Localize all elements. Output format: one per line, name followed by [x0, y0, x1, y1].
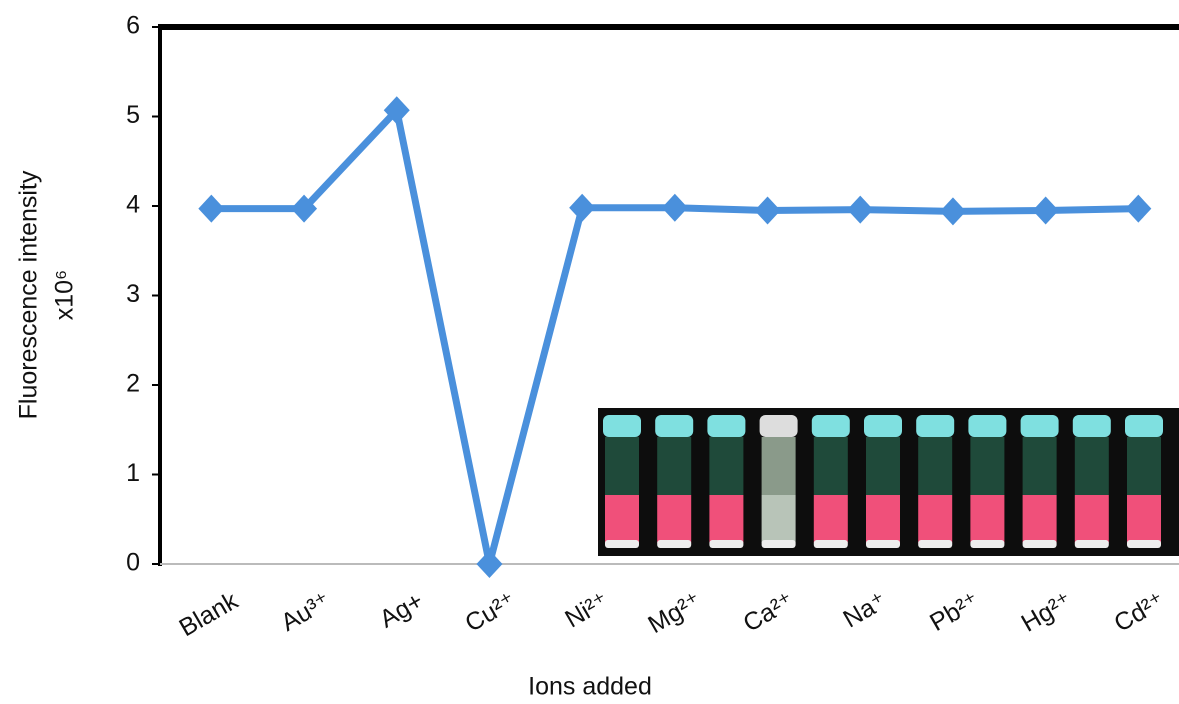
- x-tick-label: Na⁺: [838, 587, 891, 634]
- y-tick-label: 3: [126, 280, 140, 308]
- y-tick-label: 2: [126, 370, 140, 398]
- vial-top: [970, 437, 1004, 495]
- vial-top: [762, 437, 796, 495]
- vial-bottom: [657, 495, 691, 543]
- vial-bottom: [709, 495, 743, 543]
- vial-bottom: [866, 495, 900, 543]
- vial-bottom: [1127, 495, 1161, 543]
- vial-cap: [760, 415, 798, 437]
- x-tick-label: Au³⁺: [276, 587, 335, 637]
- vial-top: [709, 437, 743, 495]
- vial-base: [970, 540, 1004, 548]
- x-tick-label: Cd²⁺: [1109, 587, 1169, 638]
- data-point: [1033, 196, 1059, 224]
- vial-bottom: [1023, 495, 1057, 543]
- x-tick-label: Ca²⁺: [739, 587, 799, 638]
- x-tick-label: Cu²⁺: [460, 587, 520, 638]
- vial-base: [1023, 540, 1057, 548]
- vial-cap: [968, 415, 1006, 437]
- vial-cap: [1125, 415, 1163, 437]
- vial-bottom: [814, 495, 848, 543]
- x-tick-label: Hg²⁺: [1017, 587, 1077, 638]
- vial-bottom: [605, 495, 639, 543]
- data-point: [662, 194, 688, 222]
- vial-base: [1127, 540, 1161, 548]
- vial-top: [605, 437, 639, 495]
- vial-cap: [916, 415, 954, 437]
- data-point: [476, 550, 502, 578]
- data-point: [847, 196, 873, 224]
- x-axis-label: Ions added: [528, 673, 652, 701]
- vial-base: [762, 540, 796, 548]
- vial-cap: [812, 415, 850, 437]
- vial-bottom: [970, 495, 1004, 543]
- vial-base: [605, 540, 639, 548]
- vial-base: [657, 540, 691, 548]
- data-point: [1125, 195, 1151, 223]
- vial-top: [918, 437, 952, 495]
- vial-cap: [1073, 415, 1111, 437]
- vial-cap: [864, 415, 902, 437]
- x-tick-label: Pb²⁺: [925, 587, 984, 637]
- y-tick-label: 6: [126, 12, 140, 40]
- vial-top: [814, 437, 848, 495]
- vial-base: [1075, 540, 1109, 548]
- data-point: [198, 195, 224, 223]
- y-tick-label: 1: [126, 459, 140, 487]
- vial-top: [1075, 437, 1109, 495]
- data-point: [940, 197, 966, 225]
- vial-top: [1023, 437, 1057, 495]
- y-tick-label: 4: [126, 191, 140, 219]
- x-tick-label: Ag+: [375, 587, 428, 634]
- y-tick-label: 5: [126, 101, 140, 129]
- vial-top: [657, 437, 691, 495]
- vial-top: [866, 437, 900, 495]
- y-tick-label: 0: [126, 549, 140, 577]
- vial-base: [814, 540, 848, 548]
- y-axis-label: x10⁶: [51, 270, 79, 321]
- chart: Ions added Fluorescence intensity x10⁶ 0…: [0, 0, 1179, 704]
- vial-cap: [603, 415, 641, 437]
- vial-cap: [707, 415, 745, 437]
- vial-base: [866, 540, 900, 548]
- vial-top: [1127, 437, 1161, 495]
- vial-photo: [598, 408, 1179, 556]
- vial-cap: [1021, 415, 1059, 437]
- vial-base: [709, 540, 743, 548]
- vial-bottom: [762, 495, 796, 543]
- x-tick-label: Mg²⁺: [643, 587, 706, 639]
- vial-bottom: [918, 495, 952, 543]
- data-point: [569, 194, 595, 222]
- vial-cap: [655, 415, 693, 437]
- vial-base: [918, 540, 952, 548]
- vial-bottom: [1075, 495, 1109, 543]
- data-point: [755, 196, 781, 224]
- x-tick-label: Ni²⁺: [560, 587, 613, 634]
- x-tick-label: Blank: [174, 586, 243, 642]
- y-axis-label: Fluorescence intensity: [15, 170, 43, 419]
